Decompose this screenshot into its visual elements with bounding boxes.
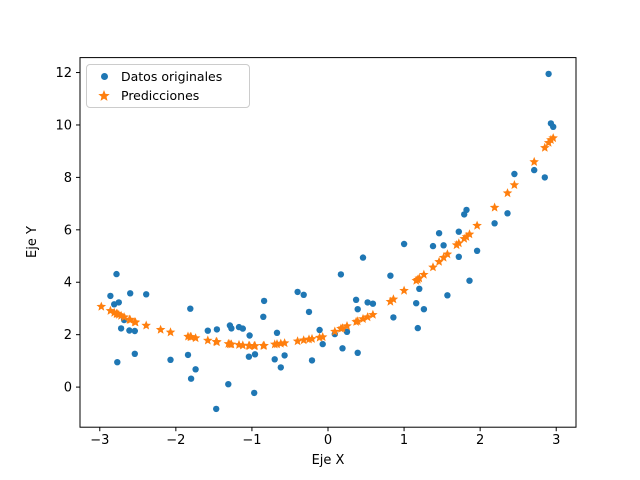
scatter-series-predicciones	[96, 133, 558, 350]
svg-text:0: 0	[64, 381, 72, 396]
svg-text:−3: −3	[90, 433, 109, 448]
svg-text:8: 8	[64, 171, 72, 186]
legend-entry-datos-originales: Datos originales	[87, 68, 249, 86]
legend: Datos originales Predicciones	[86, 64, 250, 108]
svg-text:−2: −2	[166, 433, 185, 448]
svg-text:4: 4	[64, 276, 72, 291]
svg-text:10: 10	[55, 118, 72, 133]
svg-text:6: 6	[64, 223, 72, 238]
svg-text:3: 3	[552, 433, 560, 448]
legend-label: Datos originales	[121, 69, 223, 84]
svg-text:2: 2	[476, 433, 484, 448]
svg-text:−1: −1	[242, 433, 261, 448]
svg-text:1: 1	[400, 433, 408, 448]
svg-text:12: 12	[55, 66, 72, 81]
svg-text:2: 2	[64, 328, 72, 343]
svg-text:0: 0	[324, 433, 332, 448]
y-axis-ticks: 0 2 4 6 8 10 12	[55, 66, 80, 396]
scatter-series-datos-originales	[107, 70, 557, 413]
x-axis-ticks: −3 −2 −1 0 1 2 3	[90, 427, 560, 448]
plot-area-border	[79, 57, 577, 428]
legend-label: Predicciones	[121, 88, 200, 103]
star-marker-icon	[98, 89, 110, 101]
x-axis-label: Eje X	[312, 453, 345, 468]
y-axis-label: Eje Y	[25, 226, 40, 258]
dot-marker-icon	[100, 73, 108, 80]
legend-entry-predicciones: Predicciones	[87, 87, 249, 105]
